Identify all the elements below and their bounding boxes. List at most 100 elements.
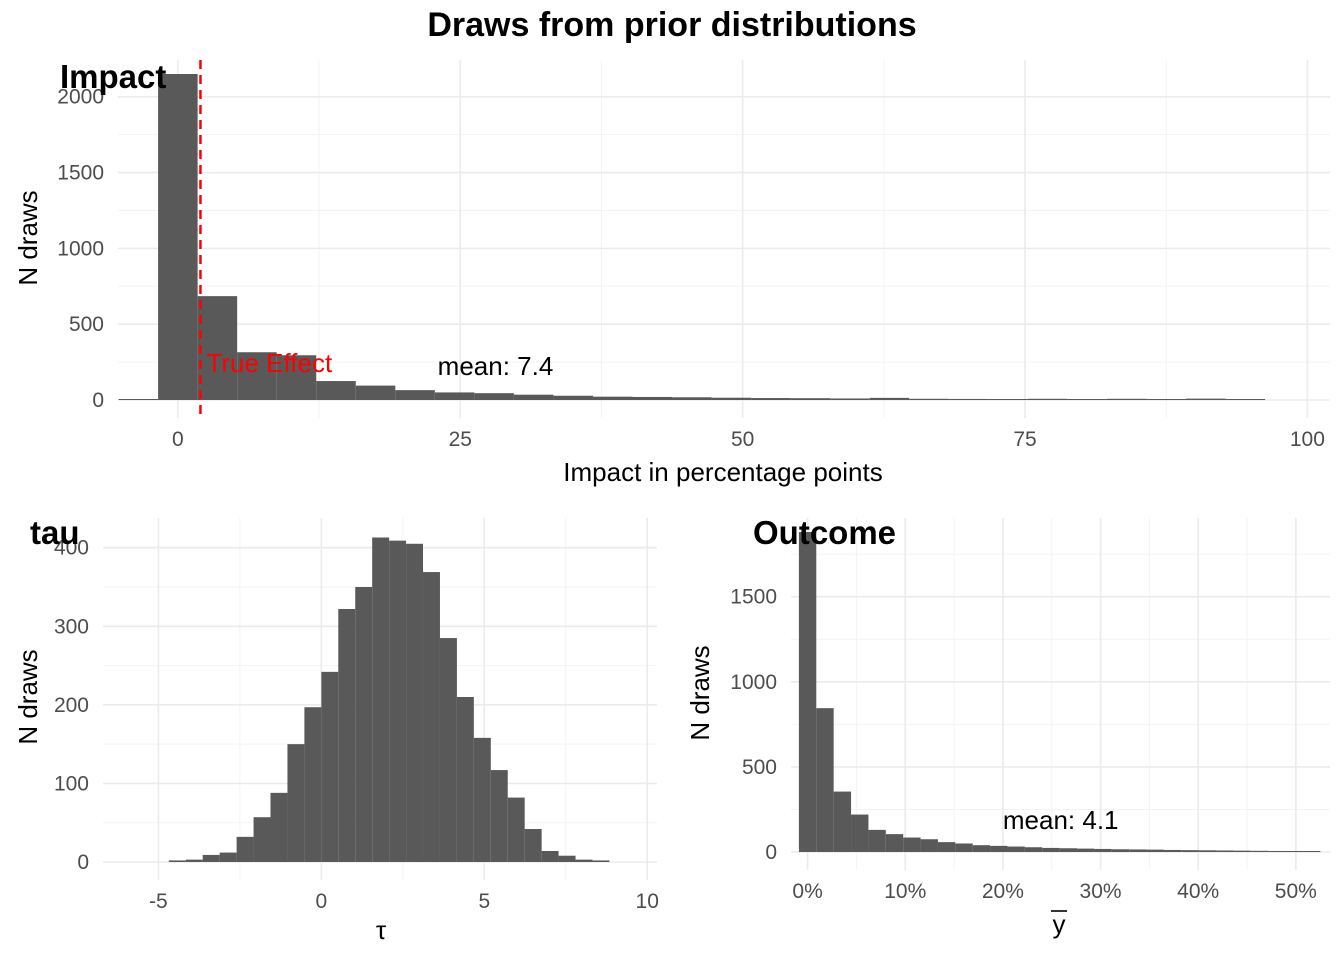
impact-tag: Impact — [60, 58, 166, 95]
y-tick-label: 200 — [54, 694, 89, 717]
figure-title: Draws from prior distributions — [427, 6, 916, 44]
histogram-bar — [1059, 848, 1078, 852]
x-tick-label: 0 — [172, 428, 184, 451]
histogram-bar — [185, 859, 203, 862]
histogram-bar — [868, 829, 886, 852]
histogram-bar — [990, 845, 1008, 852]
y-tick-label: 1500 — [57, 162, 104, 185]
tau-bars — [168, 537, 610, 862]
histogram-bar — [158, 74, 198, 400]
y-tick-label: 2000 — [57, 86, 104, 109]
outcome-bars — [798, 532, 1321, 852]
histogram-bar — [1225, 399, 1266, 400]
histogram-bar — [632, 396, 673, 400]
histogram-bar — [473, 737, 491, 862]
histogram-bar — [304, 707, 322, 862]
histogram-bar — [237, 352, 277, 400]
histogram-bar — [541, 851, 559, 862]
histogram-bar — [851, 814, 869, 852]
histogram-bar — [592, 860, 610, 862]
histogram-bar — [1163, 849, 1182, 852]
histogram-bar — [1094, 848, 1112, 852]
histogram-bar — [513, 394, 554, 400]
y-tick-label: 300 — [54, 615, 89, 638]
x-tick-label: 100 — [1290, 428, 1325, 451]
x-tick-label: 10% — [884, 880, 926, 903]
histogram-bar — [434, 392, 475, 400]
histogram-bar — [1185, 398, 1226, 400]
histogram-bar — [909, 398, 949, 400]
histogram-bar — [937, 842, 956, 852]
histogram-bar — [389, 540, 407, 862]
impact-y-axis-label: N draws — [13, 190, 43, 285]
histogram-bar — [439, 638, 457, 862]
mean-annotation: mean: 4.1 — [1003, 805, 1119, 835]
x-tick-label: 50% — [1275, 880, 1317, 903]
histogram-bar — [751, 398, 791, 400]
outcome-tag: Outcome — [753, 514, 896, 551]
histogram-bar — [1042, 847, 1060, 852]
y-tick-label: 100 — [54, 772, 89, 795]
histogram-bar — [1268, 850, 1286, 852]
histogram-bar — [592, 396, 633, 400]
histogram-bar — [355, 385, 396, 400]
histogram-bar — [558, 855, 576, 862]
histogram-bar — [118, 399, 159, 400]
histogram-bar — [955, 843, 973, 852]
x-tick-label: 25 — [449, 428, 472, 451]
histogram-bar — [456, 697, 474, 862]
histogram-bar — [1285, 851, 1303, 852]
histogram-bar — [197, 296, 238, 400]
histogram-bar — [903, 837, 921, 852]
y-tick-label: 500 — [69, 313, 104, 336]
histogram-bar — [1067, 399, 1107, 400]
histogram-bar — [524, 829, 542, 862]
x-tick-label: 40% — [1177, 880, 1219, 903]
histogram-bar — [1007, 846, 1025, 852]
outcome-panel: mean: 4.1 0% 10% 20% 30% 40% 50%050010001500 … — [685, 514, 1330, 939]
y-tick-label: 0 — [765, 841, 777, 864]
histogram-bar — [1077, 848, 1095, 852]
impact-x-axis-label: Impact in percentage points — [563, 457, 882, 487]
histogram-bar — [575, 859, 593, 862]
histogram-bar — [553, 395, 593, 400]
histogram-bar — [1181, 850, 1199, 852]
x-tick-label: 0 — [315, 890, 327, 913]
histogram-bar — [1216, 850, 1234, 852]
outcome-y-axis-label: N draws — [685, 645, 715, 740]
y-tick-label: 0 — [77, 851, 89, 874]
x-tick-label: 0% — [792, 880, 822, 903]
outcome-annotations: mean: 4.1 — [1003, 805, 1119, 835]
true-effect-label: True Effect — [206, 348, 332, 378]
histogram-bar — [406, 543, 424, 862]
histogram-bar — [972, 845, 991, 852]
histogram-bar — [1146, 849, 1164, 852]
histogram-bar — [885, 834, 904, 852]
tau-tag: tau — [30, 514, 80, 551]
outcome-ticks: 0% 10% 20% 30% 40% 50% 0 500 1000 1500 — [730, 586, 1317, 903]
histogram-bar — [474, 393, 514, 400]
histogram-bar — [490, 770, 508, 862]
impact-panel: True Effect mean: 7.4 0 25 50 75 100050010001… — [13, 58, 1330, 487]
histogram-bar — [202, 854, 220, 862]
y-tick-label: 1000 — [57, 237, 104, 260]
tau-y-axis-label: N draws — [13, 649, 43, 744]
outcome-x-axis-label: y — [1053, 909, 1066, 939]
impact-bars — [118, 74, 1266, 400]
histogram-bar — [790, 398, 831, 400]
x-tick-label: 50 — [731, 428, 754, 451]
histogram-bar — [1198, 850, 1217, 852]
x-tick-label: 20% — [982, 880, 1024, 903]
histogram-bar — [316, 381, 356, 400]
histogram-bar — [1024, 847, 1043, 852]
histogram-bar — [338, 609, 356, 862]
x-tick-label: 5 — [478, 890, 490, 913]
histogram-bar — [321, 671, 339, 862]
impact-annotations: True Effect mean: 7.4 — [199, 60, 553, 418]
histogram-bar — [1027, 398, 1068, 400]
y-tick-label: 0 — [92, 389, 104, 412]
